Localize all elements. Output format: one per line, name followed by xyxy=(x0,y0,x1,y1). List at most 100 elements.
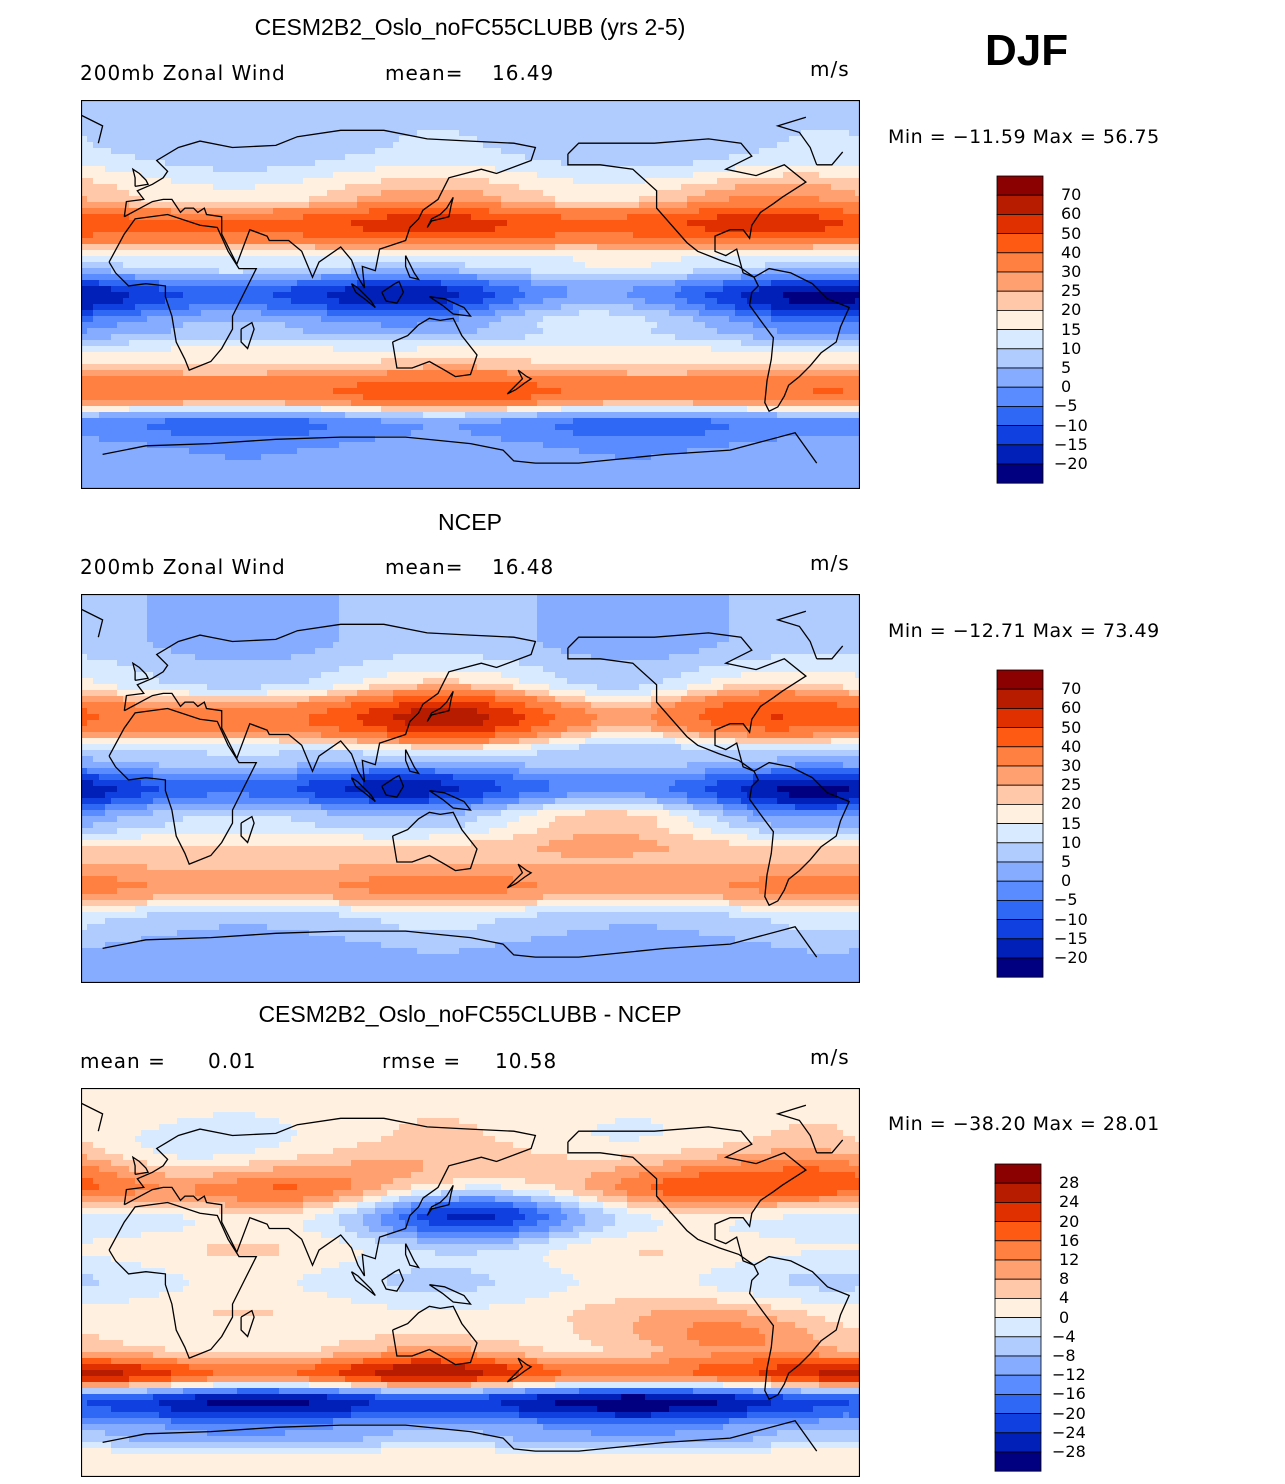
field-cell xyxy=(273,322,280,329)
field-cell xyxy=(759,214,766,221)
field-cell xyxy=(303,172,310,179)
field-cell xyxy=(363,286,370,293)
field-cell xyxy=(267,226,274,233)
field-cell xyxy=(237,280,244,287)
field-cell xyxy=(459,160,466,167)
field-cell xyxy=(363,316,370,323)
field-cell xyxy=(783,172,790,179)
field-cell xyxy=(729,274,736,281)
field-cell xyxy=(117,244,124,251)
field-cell xyxy=(291,256,298,263)
field-cell xyxy=(81,106,88,113)
field-cell xyxy=(609,124,616,131)
field-cell xyxy=(327,202,334,209)
field-cell xyxy=(681,232,688,239)
field-cell xyxy=(231,304,238,311)
field-cell xyxy=(519,316,526,323)
field-cell xyxy=(651,172,658,179)
field-cell xyxy=(783,178,790,185)
field-cell xyxy=(249,268,256,275)
field-cell xyxy=(789,226,796,233)
field-cell xyxy=(717,124,724,131)
field-cell xyxy=(819,124,826,131)
field-cell xyxy=(849,250,856,257)
field-cell xyxy=(243,256,250,263)
field-cell xyxy=(543,226,550,233)
field-cell xyxy=(555,184,562,191)
field-cell xyxy=(135,130,142,137)
field-cell xyxy=(621,118,628,125)
field-cell xyxy=(615,220,622,227)
field-cell xyxy=(633,172,640,179)
field-cell xyxy=(525,250,532,257)
field-cell xyxy=(465,298,472,305)
field-cell xyxy=(789,310,796,317)
field-cell xyxy=(801,172,808,179)
field-cell xyxy=(423,100,430,107)
field-cell xyxy=(489,190,496,197)
field-cell xyxy=(531,166,538,173)
field-cell xyxy=(345,328,352,335)
field-cell xyxy=(561,190,568,197)
field-cell xyxy=(333,262,340,269)
field-cell xyxy=(375,142,382,149)
field-cell xyxy=(219,322,226,329)
field-cell xyxy=(753,244,760,251)
field-cell xyxy=(291,142,298,149)
field-cell xyxy=(783,184,790,191)
field-cell xyxy=(849,178,856,185)
field-cell xyxy=(453,136,460,143)
field-cell xyxy=(657,292,664,299)
field-cell xyxy=(393,112,400,119)
field-cell xyxy=(357,124,364,131)
field-cell xyxy=(117,256,124,263)
field-cell xyxy=(357,136,364,143)
field-cell xyxy=(123,106,130,113)
field-cell xyxy=(195,268,202,275)
field-cell xyxy=(513,268,520,275)
field-cell xyxy=(759,256,766,263)
field-cell xyxy=(717,226,724,233)
field-cell xyxy=(477,136,484,143)
field-cell xyxy=(273,256,280,263)
field-cell xyxy=(447,202,454,209)
field-cell xyxy=(351,172,358,179)
field-cell xyxy=(219,100,226,107)
field-cell xyxy=(831,262,838,269)
field-cell xyxy=(759,232,766,239)
field-cell xyxy=(183,124,190,131)
field-cell xyxy=(489,184,496,191)
field-cell xyxy=(417,286,424,293)
field-cell xyxy=(501,172,508,179)
field-cell xyxy=(711,166,718,173)
field-cell xyxy=(759,220,766,227)
field-cell xyxy=(357,220,364,227)
field-cell xyxy=(285,286,292,293)
field-cell xyxy=(297,172,304,179)
field-cell xyxy=(351,166,358,173)
field-cell xyxy=(525,304,532,311)
field-cell xyxy=(753,292,760,299)
field-cell xyxy=(147,118,154,125)
field-cell xyxy=(705,250,712,257)
field-cell xyxy=(567,286,574,293)
field-cell xyxy=(663,274,670,281)
field-cell xyxy=(759,316,766,323)
field-cell xyxy=(303,322,310,329)
field-cell xyxy=(405,250,412,257)
field-cell xyxy=(255,238,262,245)
field-cell xyxy=(213,256,220,263)
field-cell xyxy=(717,184,724,191)
field-cell xyxy=(255,316,262,323)
field-cell xyxy=(183,172,190,179)
field-cell xyxy=(693,118,700,125)
field-cell xyxy=(351,202,358,209)
field-cell xyxy=(705,214,712,221)
field-cell xyxy=(453,280,460,287)
field-cell xyxy=(315,160,322,167)
field-cell xyxy=(369,316,376,323)
field-cell xyxy=(123,310,130,317)
field-cell xyxy=(339,172,346,179)
field-cell xyxy=(801,226,808,233)
field-cell xyxy=(855,154,862,161)
